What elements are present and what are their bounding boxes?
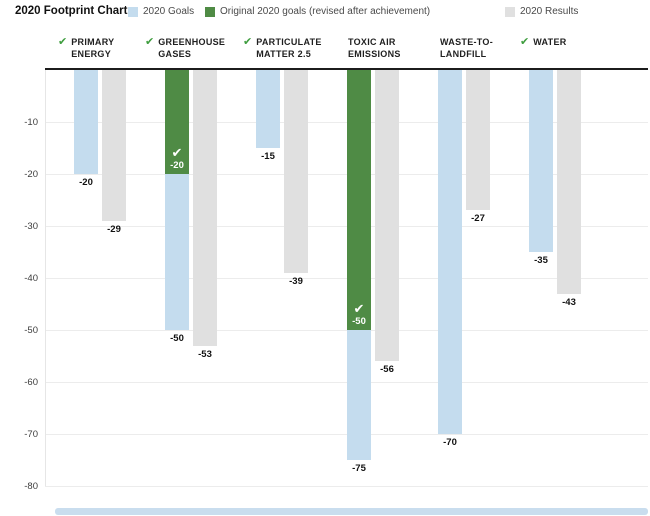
gridline [45,226,648,227]
category-header: TOXIC AIR EMISSIONS [348,37,401,60]
legend-label: 2020 Goals [143,6,195,17]
gridline [45,434,648,435]
category-header: ✔ GREENHOUSE GASES [145,37,225,60]
achieved-check-icon: ✔ [58,36,68,48]
goal-bar [74,70,98,174]
y-axis-tick-label: -80 [24,481,38,492]
result-value-label: -56 [380,364,394,376]
y-axis-tick-label: -70 [24,429,38,440]
revised-goal-label: ✔ -20 [165,145,189,171]
goal-bar [256,70,280,148]
category-label: TOXIC AIR EMISSIONS [348,37,401,59]
category-label: PRIMARY ENERGY [71,37,115,59]
result-bar [284,70,308,273]
revised-goal-label: ✔ -50 [347,301,371,327]
result-value-label: -43 [562,296,576,308]
goal-value-label: -20 [79,177,93,188]
gridline [45,122,648,123]
achieved-check-icon: ✔ [243,36,253,48]
achievement-check-icon: ✔ [171,145,183,160]
y-axis-tick-label: -30 [24,221,38,232]
goal-value-label: -15 [261,151,275,162]
category-label: WASTE-TO- LANDFILL [440,37,494,59]
gridline [45,330,648,331]
y-axis-tick-label: -50 [24,325,38,336]
revised-value-label: -20 [170,160,184,171]
category-label: GREENHOUSE GASES [158,37,226,59]
result-value-label: -29 [107,223,121,235]
y-axis-tick-label: -60 [24,377,38,388]
goal-value-label: -70 [443,437,457,448]
legend-label: 2020 Results [520,6,579,17]
achieved-check-icon: ✔ [520,36,530,48]
result-bar [193,70,217,346]
y-axis-tick-label: -40 [24,273,38,284]
revised-swatch [205,6,215,17]
result-value-label: -39 [289,275,303,287]
category-header: ✔ WATER [520,37,567,49]
gridline [45,486,648,487]
category-header: ✔ PARTICULATE MATTER 2.5 [243,37,322,60]
goal-bar [529,70,553,252]
goal-value-label: -35 [534,255,548,266]
chart-title: 2020 Footprint Chart [15,5,128,17]
result-value-label: -27 [471,213,485,225]
results-swatch [505,6,515,17]
legend-item: 2020 Results [505,6,578,17]
category-label: WATER [533,37,567,47]
legend-item: 2020 Goals [128,6,194,17]
category-label: PARTICULATE MATTER 2.5 [256,37,322,59]
revised-goal-bar: ✔ -20 [165,70,189,174]
horizontal-scrollbar[interactable] [55,508,648,515]
gridline [45,174,648,175]
y-axis-tick-label: -20 [24,169,38,180]
zero-axis-line [45,68,648,70]
result-value-label: -53 [198,348,212,360]
achievement-check-icon: ✔ [353,301,365,316]
category-header: ✔ PRIMARY ENERGY [58,37,115,60]
category-header: WASTE-TO- LANDFILL [440,37,493,60]
result-bar [375,70,399,362]
gridline [45,382,648,383]
gridline [45,278,648,279]
achieved-check-icon: ✔ [145,36,155,48]
revised-value-label: -50 [352,316,366,327]
goals-swatch [128,6,138,17]
result-bar [466,70,490,211]
goal-bar [438,70,462,434]
result-bar [102,70,126,221]
left-axis-line [45,70,46,486]
y-axis-tick-label: -10 [24,117,38,128]
result-bar [557,70,581,294]
revised-goal-bar: ✔ -50 [347,70,371,330]
legend-label: Original 2020 goals (revised after achie… [220,6,431,17]
goal-value-label: -75 [352,463,366,474]
legend-item: Original 2020 goals (revised after achie… [205,6,430,17]
goal-value-label: -50 [170,333,184,344]
